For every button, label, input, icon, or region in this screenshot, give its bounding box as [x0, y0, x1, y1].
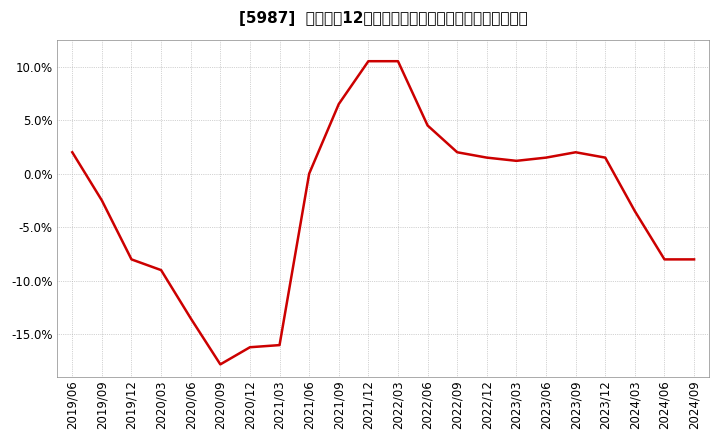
Title: [5987]  売上高の12か月移動合計の対前年同期増減率の推移: [5987] 売上高の12か月移動合計の対前年同期増減率の推移 [239, 11, 528, 26]
